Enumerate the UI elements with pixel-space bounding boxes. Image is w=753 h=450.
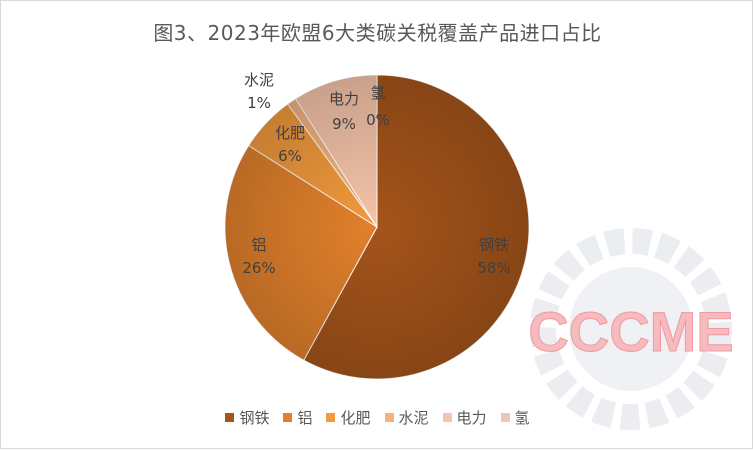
legend-label: 氢 — [515, 407, 530, 428]
legend-swatch — [326, 413, 335, 422]
legend-item: 水泥 — [385, 407, 429, 428]
legend-label: 水泥 — [399, 407, 429, 428]
watermark-logo: CCCME — [528, 241, 733, 417]
legend-label: 铝 — [297, 407, 312, 428]
legend-swatch — [443, 413, 452, 422]
legend-swatch — [283, 413, 292, 422]
legend-item: 化肥 — [326, 407, 370, 428]
slice-label-name: 氢 — [370, 84, 385, 102]
legend-label: 化肥 — [340, 407, 370, 428]
slice-label-name: 钢铁 — [479, 236, 509, 254]
slice-label-name: 铝 — [251, 236, 266, 254]
legend-item: 电力 — [443, 407, 487, 428]
slice-label-value: 58% — [477, 259, 510, 277]
legend-swatch — [385, 413, 394, 422]
legend-item: 氢 — [501, 407, 530, 428]
slice-label-name: 电力 — [329, 90, 359, 108]
slice-label-value: 6% — [278, 147, 302, 165]
legend-item: 铝 — [283, 407, 312, 428]
watermark-text: CCCME — [528, 300, 733, 363]
slice-label-value: 26% — [242, 259, 275, 277]
slice-label-value: 0% — [366, 111, 390, 129]
slice-label-name: 水泥 — [244, 71, 274, 89]
chart-legend: 钢铁 铝 化肥 水泥 电力 氢 — [1, 407, 753, 428]
legend-label: 电力 — [457, 407, 487, 428]
slice-label-value: 1% — [247, 94, 271, 112]
legend-item: 钢铁 — [225, 407, 269, 428]
legend-label: 钢铁 — [239, 407, 269, 428]
slice-label-value: 9% — [332, 115, 356, 133]
slice-label-name: 化肥 — [275, 124, 305, 142]
legend-swatch — [501, 413, 510, 422]
legend-swatch — [225, 413, 234, 422]
